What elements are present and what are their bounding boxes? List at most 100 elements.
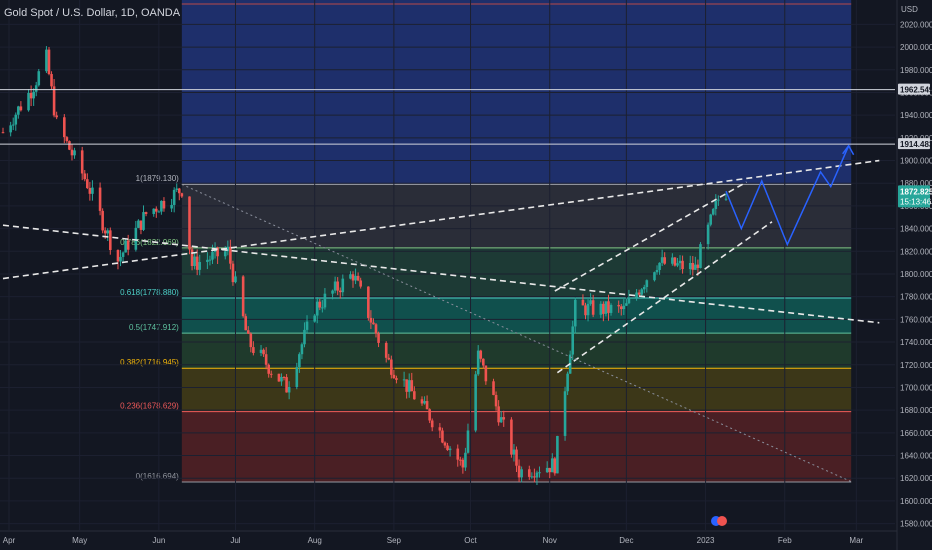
- trendline-fib-diagonal: [181, 183, 852, 483]
- candle: [497, 406, 500, 423]
- candle: [699, 244, 702, 268]
- time-axis: Apr May Jun Jul Aug Sep Oct Nov Dec 2023 Feb Mar: [0, 516, 897, 545]
- candle: [116, 250, 120, 262]
- candle: [285, 377, 288, 393]
- candle: [676, 263, 679, 266]
- trendline-falling: [2, 224, 880, 324]
- candle: [671, 257, 674, 264]
- candle: [106, 230, 110, 234]
- candle: [170, 204, 173, 209]
- projection-arrowhead: [842, 144, 855, 156]
- candle: [154, 208, 158, 212]
- candle: [642, 287, 646, 290]
- candle: [706, 224, 710, 245]
- candle: [142, 212, 145, 230]
- y-tick-label: 1600.000: [900, 497, 932, 506]
- candle: [29, 92, 33, 99]
- candle: [259, 349, 263, 353]
- candle: [351, 274, 355, 281]
- candle: [19, 106, 23, 111]
- price-grid: [0, 0, 895, 530]
- candle: [331, 290, 334, 294]
- candles: [1, 46, 728, 486]
- price-tag-last-box: [898, 185, 930, 208]
- candle: [137, 220, 140, 228]
- fib-band: [181, 184, 852, 248]
- candle: [321, 307, 324, 309]
- candle: [367, 286, 370, 318]
- price-tag-level-b-box: [898, 138, 930, 150]
- candle: [37, 71, 41, 86]
- y-tick-label: 1660.000: [900, 429, 932, 438]
- y-tick-label: 2000.000: [900, 43, 932, 52]
- candle: [413, 391, 416, 400]
- candle: [535, 472, 539, 478]
- chart-title: Gold Spot / U.S. Dollar, 1D, OANDA: [4, 7, 181, 19]
- candle: [175, 188, 179, 190]
- drawings: [0, 89, 895, 483]
- candle: [640, 289, 643, 295]
- x-tick-label: May: [72, 536, 87, 545]
- candle: [226, 246, 230, 252]
- candle: [295, 367, 299, 387]
- candle: [673, 257, 677, 266]
- candle: [262, 349, 265, 355]
- candle: [231, 263, 235, 283]
- candle: [27, 92, 30, 111]
- x-tick-label: Jul: [230, 536, 240, 545]
- candle: [198, 262, 202, 270]
- candle: [341, 278, 345, 293]
- y-tick-label: 1840.000: [900, 225, 932, 234]
- candle: [405, 379, 408, 392]
- fib-label: 0.5(1747.912): [129, 323, 179, 332]
- candle: [277, 373, 281, 382]
- x-tick-label: Aug: [308, 536, 322, 545]
- candle: [627, 297, 631, 304]
- candle: [724, 198, 728, 200]
- candle: [517, 465, 521, 478]
- y-tick-label: 1620.000: [900, 474, 932, 483]
- candle: [520, 469, 523, 478]
- candle: [103, 230, 107, 234]
- candle: [195, 256, 199, 270]
- candle: [315, 301, 319, 316]
- candle: [459, 459, 462, 461]
- y-tick-label: 1780.000: [900, 293, 932, 302]
- candle: [573, 299, 577, 327]
- candle: [438, 427, 442, 431]
- candle: [305, 321, 309, 330]
- fib-label: 0.618(1778.880): [120, 288, 179, 297]
- candle: [653, 272, 656, 281]
- candle: [464, 452, 467, 468]
- price-tag-last: 1872.825: [900, 187, 932, 196]
- candle: [392, 374, 396, 379]
- x-tick-label: Dec: [619, 536, 633, 545]
- candle: [423, 401, 426, 404]
- candle: [512, 449, 516, 455]
- candle: [622, 305, 626, 310]
- y-tick-label: 1980.000: [900, 66, 932, 75]
- candle: [216, 247, 219, 257]
- candle: [617, 304, 621, 307]
- candle: [581, 299, 585, 306]
- candle: [162, 200, 166, 209]
- candle: [177, 188, 181, 194]
- candle: [545, 467, 549, 473]
- candle: [160, 200, 163, 212]
- candle: [377, 333, 380, 343]
- candle: [571, 326, 575, 355]
- x-tick-label: Jun: [152, 536, 165, 545]
- candle: [635, 292, 638, 298]
- candle: [602, 303, 605, 314]
- candle: [604, 301, 608, 314]
- candle: [52, 86, 56, 116]
- candle: [637, 292, 641, 295]
- fib-label: 0(1616.694): [136, 472, 179, 481]
- candle: [619, 306, 623, 310]
- event-marker-icon: [717, 516, 727, 526]
- fib-label: 0.786(1822.969): [120, 238, 179, 247]
- candle: [50, 74, 53, 87]
- candle: [9, 125, 12, 133]
- candle: [249, 333, 253, 348]
